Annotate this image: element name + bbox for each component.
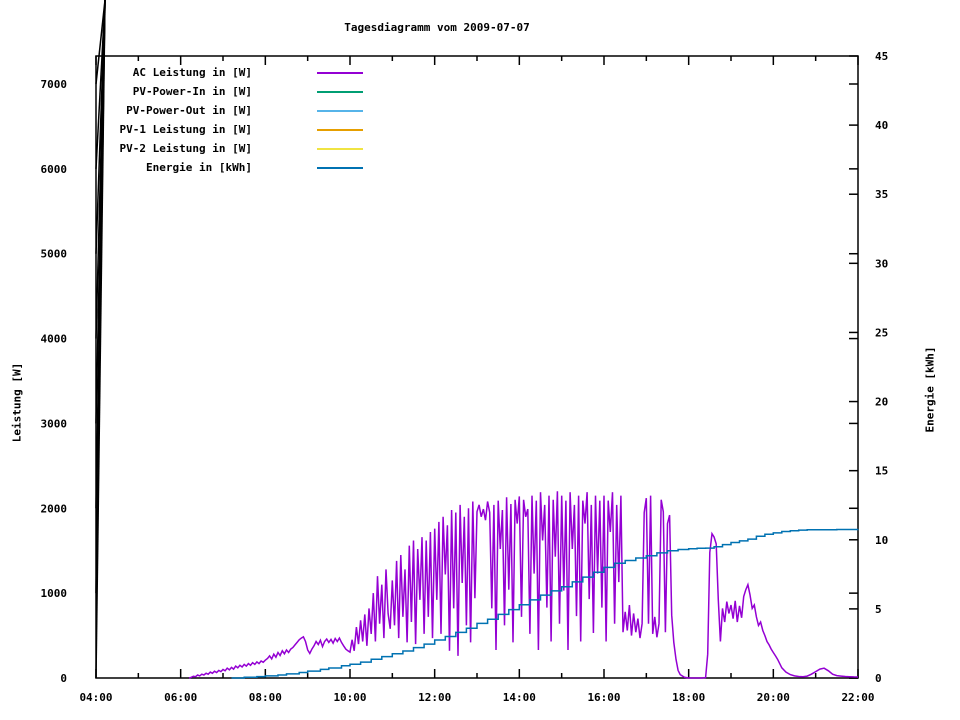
right-tick-label: 35	[875, 188, 888, 201]
legend-row: PV-1 Leistung in [W]	[96, 120, 363, 139]
right-tick-label: 40	[875, 119, 888, 132]
left-axis-label: Leistung [W]	[10, 362, 24, 443]
legend-label: PV-Power-Out in [W]	[126, 104, 252, 117]
right-tick-label: 5	[875, 603, 882, 616]
left-tick-label: 6000	[41, 163, 68, 176]
right-tick-label: 0	[875, 672, 882, 685]
legend-row: PV-2 Leistung in [W]	[96, 139, 363, 158]
right-tick-label: 45	[875, 50, 888, 63]
chart-legend: AC Leistung in [W] PV-Power-In in [W] PV-P…	[96, 63, 363, 177]
left-tick-label: 5000	[41, 248, 68, 261]
legend-label: PV-2 Leistung in [W]	[119, 142, 252, 155]
left-tick-label: 0	[60, 672, 67, 685]
undefined	[95, 0, 106, 85]
series-line-ac-leistung-in-w-	[188, 491, 859, 679]
undefined	[95, 0, 106, 169]
left-tick-label: 4000	[41, 333, 68, 346]
undefined	[95, 0, 106, 254]
legend-line-swatch	[317, 90, 363, 93]
legend-label: PV-Power-In in [W]	[132, 85, 252, 98]
x-tick-label: 10:00	[333, 691, 366, 704]
legend-line-swatch	[317, 147, 363, 150]
x-tick-label: 06:00	[164, 691, 197, 704]
legend-label: Energie in [kWh]	[146, 161, 252, 174]
legend-row: AC Leistung in [W]	[96, 63, 363, 82]
right-tick-label: 20	[875, 396, 888, 409]
left-tick-label: 1000	[41, 587, 68, 600]
left-tick-label: 3000	[41, 417, 68, 430]
right-tick-label: 25	[875, 326, 888, 339]
legend-line-swatch	[317, 71, 363, 74]
x-tick-label: 16:00	[587, 691, 620, 704]
chart-title: Tagesdiagramm vom 2009-07-07	[344, 21, 530, 34]
x-tick-label: 22:00	[841, 691, 874, 704]
left-tick-label: 7000	[41, 78, 68, 91]
x-tick-label: 18:00	[672, 691, 705, 704]
left-tick-label: 2000	[41, 502, 68, 515]
x-tick-label: 04:00	[79, 691, 112, 704]
legend-label: AC Leistung in [W]	[132, 66, 252, 79]
legend-line-swatch	[317, 109, 363, 112]
x-tick-label: 08:00	[249, 691, 282, 704]
series-line-energie-in-kwh-	[231, 528, 859, 679]
legend-row: Energie in [kWh]	[96, 158, 363, 177]
legend-line-swatch	[317, 128, 363, 131]
right-axis-label: Energie [kWh]	[923, 346, 937, 433]
x-tick-label: 12:00	[418, 691, 451, 704]
legend-line-swatch	[317, 166, 363, 169]
legend-label: PV-1 Leistung in [W]	[119, 123, 252, 136]
legend-row: PV-Power-Out in [W]	[96, 101, 363, 120]
x-tick-label: 20:00	[757, 691, 790, 704]
right-tick-label: 30	[875, 257, 888, 270]
right-tick-label: 10	[875, 534, 888, 547]
legend-row: PV-Power-In in [W]	[96, 82, 363, 101]
right-tick-label: 15	[875, 465, 888, 478]
x-tick-label: 14:00	[503, 691, 536, 704]
